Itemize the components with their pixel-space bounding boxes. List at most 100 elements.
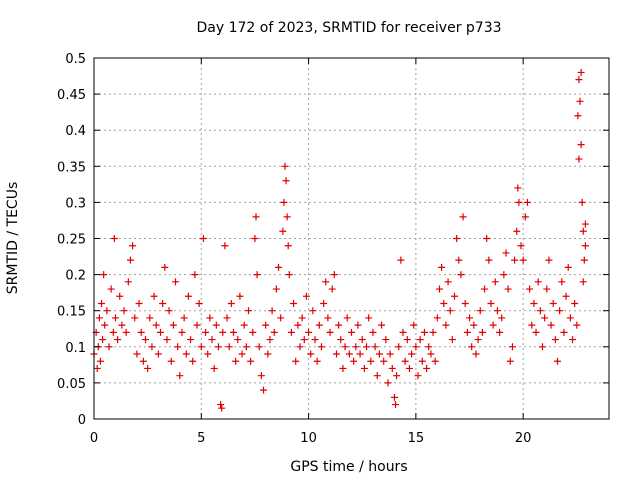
y-tick-label: 0.5	[65, 52, 86, 67]
data-point	[95, 314, 103, 322]
data-point	[139, 357, 147, 365]
data-point	[410, 321, 418, 329]
data-point	[425, 343, 433, 351]
data-point	[240, 321, 248, 329]
data-point	[356, 350, 364, 358]
data-point	[122, 328, 130, 336]
data-point	[534, 278, 542, 286]
data-point	[245, 307, 252, 315]
data-point	[252, 213, 260, 221]
data-point	[332, 350, 340, 358]
data-point	[373, 372, 381, 380]
data-point	[135, 299, 143, 307]
data-point	[470, 321, 478, 329]
y-tick-label: 0.1	[65, 341, 86, 356]
data-point	[105, 343, 113, 351]
data-point	[313, 357, 321, 365]
data-point	[388, 364, 396, 372]
axis-ticks: 0 0.05 0.1 0.15 0.2 0.25 0.3 0.35 0.4 0.45 0.5 0 5 10…	[57, 52, 609, 446]
data-point	[227, 299, 235, 307]
y-tick-label: 0.3	[65, 196, 86, 211]
data-point	[581, 242, 589, 250]
data-point	[284, 242, 292, 250]
data-point	[438, 263, 446, 271]
data-point	[532, 328, 540, 336]
data-point	[307, 350, 315, 358]
data-point	[414, 372, 422, 380]
data-point	[163, 336, 171, 344]
data-point	[481, 285, 489, 293]
x-tick-label: 20	[515, 431, 532, 446]
data-point	[285, 271, 293, 279]
y-tick-label: 0.25	[57, 233, 86, 248]
data-point	[478, 328, 486, 336]
data-point	[513, 227, 521, 235]
data-point	[234, 336, 242, 344]
data-point	[384, 379, 392, 387]
data-point	[326, 328, 334, 336]
data-point	[369, 328, 377, 336]
data-point	[165, 307, 173, 315]
x-tick-label: 5	[197, 431, 205, 446]
data-point	[126, 256, 134, 264]
data-point	[208, 336, 216, 344]
data-point	[253, 271, 261, 279]
data-point	[133, 350, 141, 358]
data-point	[493, 307, 501, 315]
data-point	[322, 278, 330, 286]
data-point	[348, 328, 355, 336]
data-point	[380, 357, 388, 365]
data-point	[390, 393, 398, 401]
data-point	[110, 235, 118, 242]
plot-border	[93, 57, 610, 420]
data-point	[466, 314, 474, 322]
data-point	[528, 321, 536, 329]
data-point	[142, 336, 149, 344]
data-point	[152, 321, 160, 329]
data-point	[229, 328, 237, 336]
data-point	[521, 213, 529, 221]
data-point	[399, 328, 407, 336]
data-point	[120, 307, 128, 315]
data-point	[543, 285, 551, 293]
data-point	[118, 321, 126, 329]
data-point	[210, 364, 218, 372]
data-point	[549, 299, 557, 307]
data-point	[345, 350, 353, 358]
data-point	[358, 336, 366, 344]
data-point	[144, 364, 152, 372]
data-point	[294, 321, 302, 329]
data-point	[251, 235, 259, 242]
y-tick-label: 0	[78, 413, 86, 428]
data-point	[148, 343, 156, 351]
data-point	[317, 343, 325, 351]
data-point	[197, 343, 205, 351]
data-point	[116, 292, 124, 300]
data-point	[275, 263, 283, 271]
data-point	[242, 343, 250, 351]
data-point	[98, 299, 106, 307]
data-point	[577, 141, 585, 149]
data-point	[154, 350, 162, 358]
data-point	[221, 242, 229, 250]
data-point	[576, 97, 584, 105]
data-point	[96, 357, 104, 365]
x-axis-title: GPS time / hours	[290, 459, 407, 475]
data-point	[184, 292, 192, 300]
data-point	[279, 227, 287, 235]
data-point	[412, 343, 420, 351]
data-point	[302, 292, 310, 300]
data-point	[272, 285, 280, 293]
data-point	[204, 350, 212, 358]
data-point	[290, 299, 298, 307]
data-point	[282, 177, 290, 185]
y-tick-label: 0.45	[57, 88, 86, 103]
data-point	[423, 364, 431, 372]
data-point	[114, 336, 122, 344]
data-point	[485, 256, 493, 264]
data-point	[504, 285, 512, 293]
data-point	[397, 256, 405, 264]
data-point	[502, 249, 510, 257]
data-point	[137, 328, 145, 336]
